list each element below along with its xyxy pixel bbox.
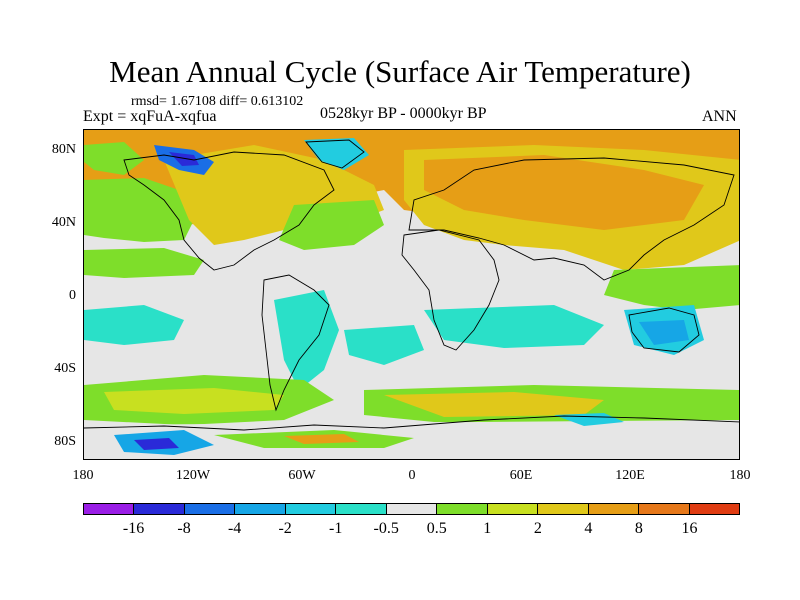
greenland-coast [305, 139, 365, 169]
southern-ocean-band-east-warm [384, 392, 604, 417]
x-tick-label: 180 [72, 468, 94, 483]
colorbar-label: -0.5 [373, 520, 399, 537]
colorbar-label: 2 [533, 520, 542, 537]
colorbar-swatch [336, 504, 387, 514]
experiment-label: Expt = xqFuA-xqfua [83, 108, 217, 125]
north-america-coast [123, 151, 335, 271]
africa-coast [401, 229, 500, 351]
north-atlantic-cyan [84, 142, 144, 175]
colorbar-label: 8 [634, 520, 643, 537]
tropical-pacific-green [84, 248, 204, 278]
x-tick-label: 120W [175, 468, 211, 483]
colorbar-swatch [689, 504, 740, 514]
eurasia-coast [408, 157, 735, 281]
antarctic-deep-cold [134, 438, 179, 450]
y-tick-label: 80N [51, 142, 76, 157]
colorbar [83, 503, 740, 515]
x-tick-label: 60W [288, 468, 316, 483]
colorbar-label: 0.5 [426, 520, 447, 537]
colorbar-swatch [235, 504, 286, 514]
colorbar-swatch [588, 504, 640, 514]
southern-ocean-band-west-warm [104, 388, 284, 414]
statistics-label: rmsd= 1.67108 diff= 0.613102 [131, 94, 304, 109]
x-tick-label: 0 [408, 468, 416, 483]
colorbar-label: 16 [681, 520, 698, 537]
colorbar-swatch [437, 504, 488, 514]
antarctic-coast-orange [284, 434, 359, 444]
colorbar-swatch [184, 504, 236, 514]
x-tick-label: 60E [509, 468, 533, 483]
y-tick-label: 40N [51, 215, 76, 230]
colorbar-label: -1 [329, 520, 343, 537]
x-tick-label: 120E [615, 468, 645, 483]
temperature-anomaly-map [83, 129, 740, 460]
colorbar-label: -8 [177, 520, 191, 537]
colorbar-label: 4 [584, 520, 593, 537]
x-tick-label: 180 [729, 468, 751, 483]
south-america-coast [261, 274, 330, 412]
colorbar-swatch [285, 504, 337, 514]
y-tick-label: 40S [54, 361, 76, 376]
colorbar-swatch [639, 504, 690, 514]
canadian-arctic-cold-core [169, 152, 199, 166]
colorbar-swatch [84, 504, 135, 514]
colorbar-swatch [386, 504, 438, 514]
colorbar-label: 1 [483, 520, 492, 537]
colorbar-label: -4 [227, 520, 242, 537]
period-label: 0528kyr BP - 0000kyr BP [320, 105, 487, 122]
colorbar-label: -2 [278, 520, 292, 537]
map-title: Mean Annual Cycle (Surface Air Temperatu… [109, 54, 691, 89]
coastlines [84, 139, 739, 431]
south-atlantic-cyan [344, 325, 424, 365]
colorbar-swatch [487, 504, 539, 514]
colorbar-swatch [134, 504, 185, 514]
south-america-cyan [274, 290, 339, 390]
west-pacific-green [604, 265, 739, 310]
colorbar-label: -16 [122, 520, 145, 537]
map-canvas [84, 130, 739, 459]
y-tick-label: 80S [54, 434, 76, 449]
south-pacific-cyan [84, 305, 184, 345]
north-atlantic-green [279, 200, 384, 250]
colorbar-swatch [538, 504, 589, 514]
antarctica-coast [84, 415, 739, 431]
north-pacific-green [84, 178, 194, 242]
greenland-cold [304, 138, 369, 170]
y-tick-label: 0 [69, 288, 76, 303]
australia-coast [628, 307, 700, 353]
season-label: ANN [702, 108, 737, 125]
eurasia-hot-core [424, 155, 704, 230]
indian-ocean-cyan [424, 305, 604, 348]
australia-deep-cyan [639, 320, 689, 345]
